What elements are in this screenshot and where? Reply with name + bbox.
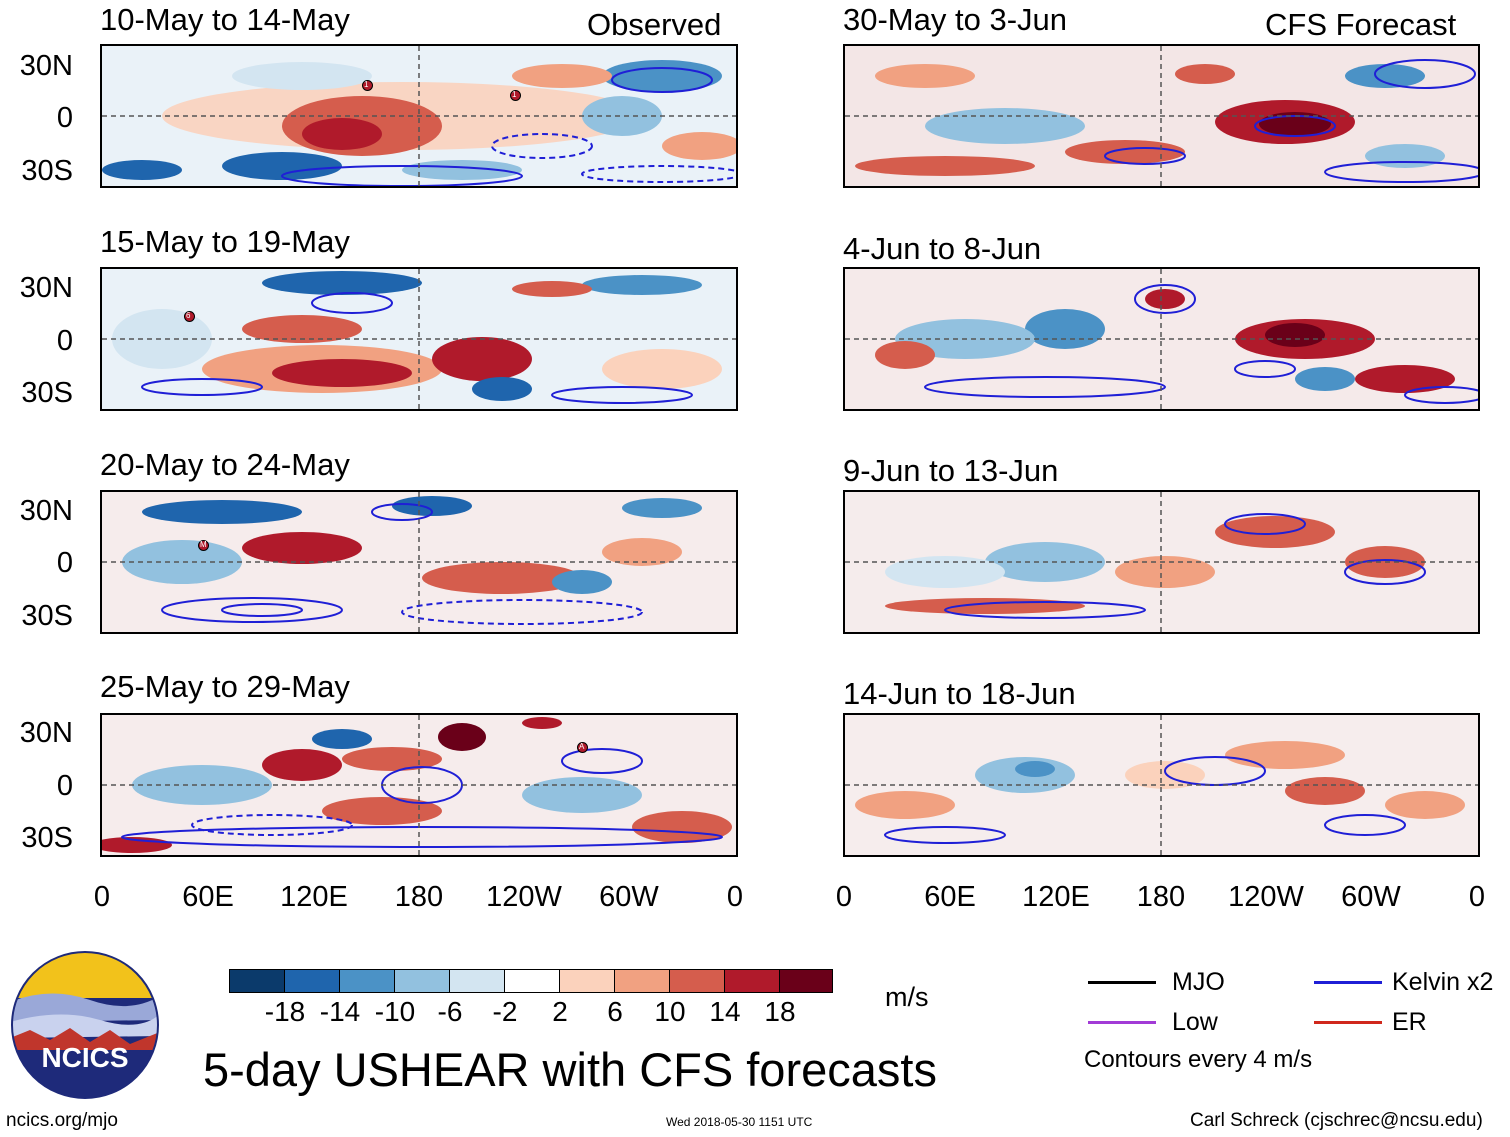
shear-field bbox=[845, 269, 1478, 409]
legend-swatch-kelvin bbox=[1314, 981, 1382, 984]
shear-field bbox=[102, 46, 736, 186]
footer-url[interactable]: ncics.org/mjo bbox=[6, 1110, 118, 1131]
lat-label: 0 bbox=[56, 102, 73, 134]
colorbar-swatch bbox=[339, 969, 395, 993]
panel-title: 20-May to 24-May bbox=[100, 447, 350, 482]
lat-label: 30S bbox=[21, 822, 73, 854]
shear-map bbox=[843, 267, 1480, 411]
colorbar-tick: -2 bbox=[492, 996, 518, 1027]
lat-label: 30S bbox=[21, 155, 73, 187]
colorbar-tick: 18 bbox=[764, 996, 796, 1027]
colorbar-tick: 6 bbox=[607, 996, 623, 1027]
lon-label: 0 bbox=[835, 881, 853, 913]
shear-map bbox=[843, 713, 1480, 857]
lat-label: 30N bbox=[19, 50, 73, 82]
legend-swatch-low bbox=[1088, 1021, 1156, 1024]
colorbar bbox=[229, 969, 833, 993]
colorbar-swatch bbox=[559, 969, 615, 993]
lat-label: 30S bbox=[21, 377, 73, 409]
shear-field bbox=[102, 269, 736, 409]
shear-field bbox=[102, 715, 736, 855]
colorbar-swatch bbox=[669, 969, 725, 993]
storm-marker: 1 bbox=[510, 90, 521, 101]
lon-label: 180 bbox=[1136, 881, 1186, 913]
colorbar-swatch bbox=[779, 969, 833, 993]
panel-title: 9-Jun to 13-Jun bbox=[843, 453, 1059, 488]
lon-label: 60E bbox=[924, 881, 976, 913]
lat-label: 30N bbox=[19, 717, 73, 749]
lon-label: 120E bbox=[1022, 881, 1090, 913]
legend-label: Low bbox=[1172, 1008, 1218, 1036]
lon-label: 60W bbox=[599, 881, 659, 913]
panel-title: 30-May to 3-Jun bbox=[843, 2, 1067, 37]
lat-label: 0 bbox=[56, 325, 73, 357]
panel-title: 15-May to 19-May bbox=[100, 224, 350, 259]
lon-label: 180 bbox=[394, 881, 444, 913]
colorbar-swatch bbox=[284, 969, 340, 993]
colorbar-swatch bbox=[449, 969, 505, 993]
lon-label: 0 bbox=[93, 881, 111, 913]
footer-timestamp: Wed 2018-05-30 1151 UTC bbox=[666, 1115, 813, 1129]
colorbar-tick: -10 bbox=[374, 996, 416, 1027]
colorbar-swatch bbox=[724, 969, 780, 993]
storm-marker: M bbox=[198, 540, 209, 551]
colorbar-tick: -14 bbox=[319, 996, 361, 1027]
legend-swatch-er bbox=[1314, 1021, 1382, 1024]
shear-field bbox=[845, 46, 1478, 186]
lat-label: 30N bbox=[19, 272, 73, 304]
storm-marker: 6 bbox=[184, 311, 195, 322]
storm-marker: 1 bbox=[362, 80, 373, 91]
legend-swatch-mjo bbox=[1088, 981, 1156, 984]
lon-label: 60W bbox=[1341, 881, 1401, 913]
forecast-header: CFS Forecast bbox=[1265, 7, 1457, 42]
panel-title: 10-May to 14-May bbox=[100, 2, 350, 37]
panel-title: 4-Jun to 8-Jun bbox=[843, 231, 1042, 266]
panel-title: 14-Jun to 18-Jun bbox=[843, 676, 1076, 711]
legend-label: ER bbox=[1392, 1008, 1427, 1036]
colorbar-swatch bbox=[614, 969, 670, 993]
colorbar-swatch bbox=[229, 969, 285, 993]
legend-label: MJO bbox=[1172, 968, 1225, 996]
shear-map bbox=[100, 44, 738, 188]
colorbar-tick: 2 bbox=[552, 996, 568, 1027]
lat-label: 30S bbox=[21, 600, 73, 632]
footer-author: Carl Schreck (cjschrec@ncsu.edu) bbox=[1190, 1110, 1483, 1131]
lat-label: 0 bbox=[56, 547, 73, 579]
lon-label: 120W bbox=[486, 881, 562, 913]
colorbar-swatch bbox=[504, 969, 560, 993]
legend-label: Kelvin x2 bbox=[1392, 968, 1494, 996]
colorbar-swatch bbox=[394, 969, 450, 993]
lat-label: 30N bbox=[19, 495, 73, 527]
contour-note: Contours every 4 m/s bbox=[1084, 1046, 1313, 1073]
colorbar-tick: -6 bbox=[437, 996, 463, 1027]
lon-label: 60E bbox=[182, 881, 234, 913]
shear-field bbox=[845, 715, 1478, 855]
shear-map bbox=[100, 490, 738, 634]
shear-map bbox=[843, 490, 1480, 634]
shear-map bbox=[843, 44, 1480, 188]
colorbar-tick: -18 bbox=[264, 996, 306, 1027]
logo-text: NCICS bbox=[41, 1042, 129, 1073]
storm-marker: A bbox=[577, 742, 588, 753]
shear-field bbox=[102, 492, 736, 632]
ncics-logo: NCICS bbox=[10, 950, 160, 1100]
colorbar-tick: 10 bbox=[654, 996, 686, 1027]
lon-label: 0 bbox=[726, 881, 744, 913]
observed-header: Observed bbox=[587, 7, 722, 42]
panel-title: 25-May to 29-May bbox=[100, 669, 350, 704]
colorbar-unit: m/s bbox=[885, 982, 929, 1012]
lat-label: 0 bbox=[56, 770, 73, 802]
shear-map bbox=[100, 267, 738, 411]
lon-label: 120W bbox=[1228, 881, 1304, 913]
main-title: 5-day USHEAR with CFS forecasts bbox=[203, 1043, 937, 1096]
lon-label: 0 bbox=[1468, 881, 1486, 913]
colorbar-tick: 14 bbox=[709, 996, 741, 1027]
shear-map bbox=[100, 713, 738, 857]
lon-label: 120E bbox=[280, 881, 348, 913]
shear-field bbox=[845, 492, 1478, 632]
